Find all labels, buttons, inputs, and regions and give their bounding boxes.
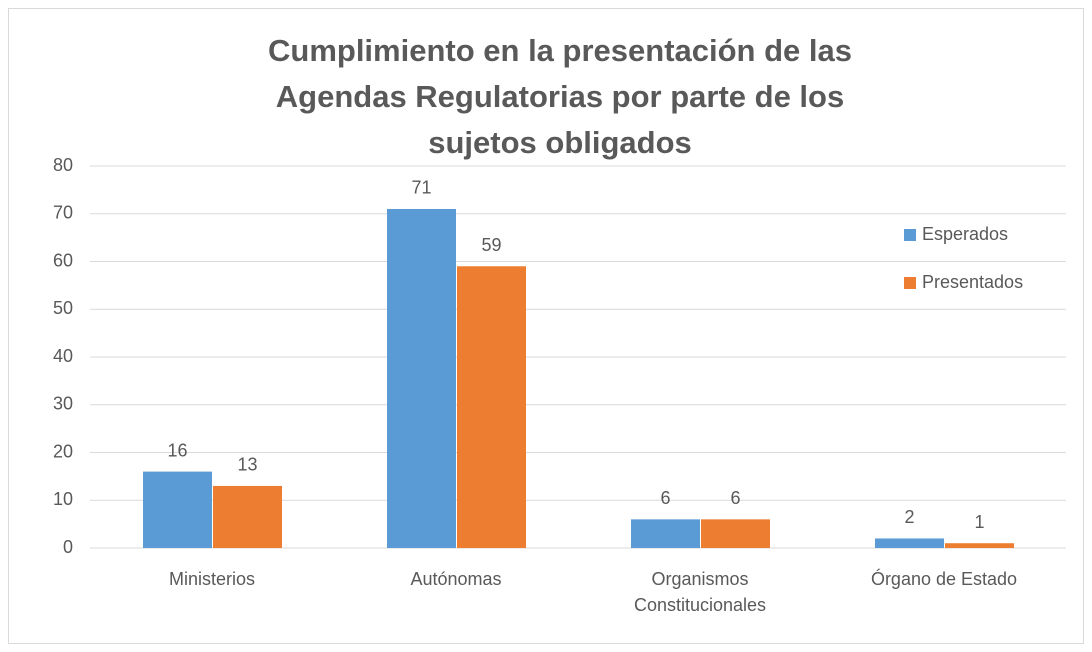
data-label: 6 <box>730 488 740 508</box>
y-tick-label: 80 <box>53 155 73 175</box>
bar <box>945 543 1014 548</box>
legend-label: Esperados <box>922 224 1008 244</box>
bar <box>143 471 212 548</box>
bar <box>631 519 700 548</box>
x-tick-label: Autónomas <box>410 569 502 589</box>
y-tick-label: 60 <box>53 250 73 270</box>
x-tick-label: Organismos Constitucionales <box>633 569 767 615</box>
x-tick-label: Órgano de Estado <box>870 569 1018 589</box>
chart-title: Cumplimiento en la presentación de las A… <box>268 33 852 160</box>
y-tick-label: 40 <box>53 346 73 366</box>
y-tick-label: 70 <box>53 203 73 223</box>
bar <box>213 485 282 548</box>
legend-swatch <box>904 277 916 289</box>
x-tick-label: Ministerios <box>168 569 256 589</box>
bar <box>875 538 944 548</box>
data-label: 16 <box>167 440 187 460</box>
data-label: 59 <box>481 235 501 255</box>
bar <box>387 208 456 548</box>
y-tick-label: 0 <box>63 537 73 557</box>
data-label: 71 <box>411 178 431 198</box>
y-tick-label: 50 <box>53 298 73 318</box>
bar <box>701 519 770 548</box>
legend-label: Presentados <box>922 272 1023 292</box>
data-label: 2 <box>904 507 914 527</box>
y-tick-label: 10 <box>53 489 73 509</box>
legend-swatch <box>904 229 916 241</box>
data-label: 1 <box>974 512 984 532</box>
y-tick-label: 20 <box>53 441 73 461</box>
data-label: 13 <box>237 455 257 475</box>
y-tick-label: 30 <box>53 394 73 414</box>
bar <box>457 266 526 548</box>
data-label: 6 <box>660 488 670 508</box>
